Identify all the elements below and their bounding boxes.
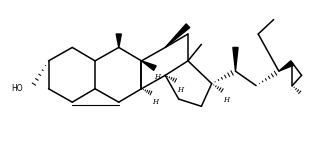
Text: HO: HO	[11, 84, 23, 93]
Text: H: H	[223, 96, 229, 104]
Polygon shape	[116, 34, 121, 47]
Text: H: H	[154, 73, 160, 81]
Polygon shape	[233, 47, 238, 71]
Polygon shape	[141, 61, 156, 70]
Text: H: H	[152, 98, 158, 106]
Polygon shape	[165, 24, 190, 47]
Text: H: H	[177, 86, 183, 94]
Polygon shape	[279, 61, 294, 71]
